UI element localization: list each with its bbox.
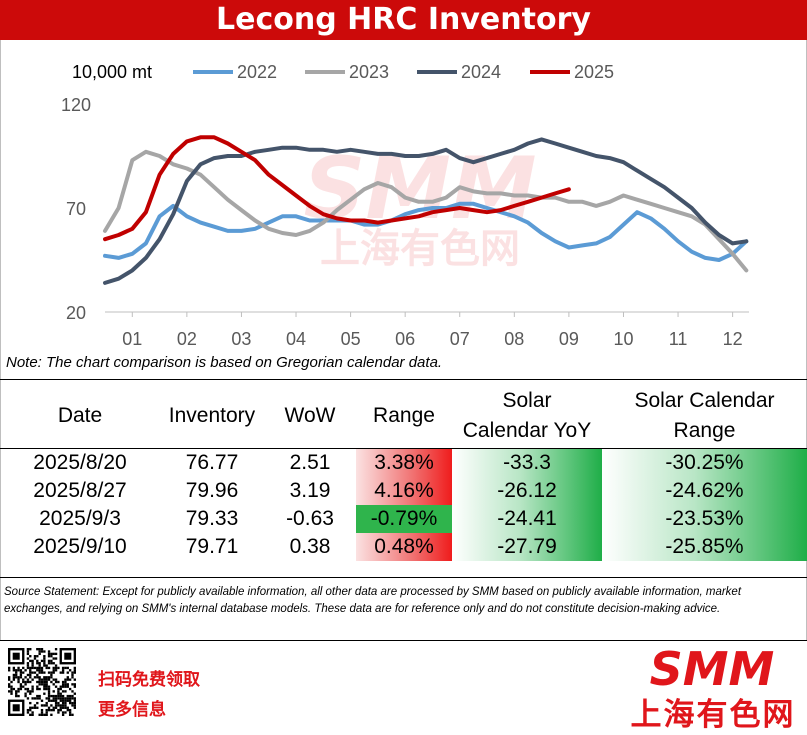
table-row: 2025/8/20 76.77 2.51 3.38% -33.3 -30.25% [0,448,807,477]
divider [0,640,807,641]
x-tick-label: 12 [723,329,743,349]
table-cell: 0.48% [356,533,452,561]
table-header: Inventory [168,403,256,427]
x-tick-label: 05 [341,329,361,349]
table-cell: -25.85% [602,533,807,561]
table-cell: -24.62% [602,477,807,505]
table-cell: -27.79 [452,533,602,561]
table-cell: 2025/8/27 [33,479,127,502]
inventory-table: Date Inventory WoW Range Solar Calendar YoY S… [0,383,807,561]
table-header: Range [373,403,435,427]
legend-label-2023: 2023 [349,62,389,82]
legend-label-2022: 2022 [237,62,277,82]
x-tick-label: 03 [231,329,251,349]
smm-logo: SMM [650,645,775,691]
table-header: Solar Calendar Range [634,388,775,442]
table-cell: 0.38 [289,535,331,558]
series-line-2022 [103,201,749,262]
x-tick-label: 09 [559,329,579,349]
table-cell: 3.19 [289,479,331,502]
cta-line-1: 扫码免费领取 [98,670,200,689]
table-cell: 2.51 [289,451,331,474]
x-tick-label: 04 [286,329,306,349]
table-row: 2025/8/27 79.96 3.19 4.16% -26.12 -24.62% [0,477,807,505]
cta-line-2: 更多信息 [98,700,166,719]
divider [0,577,807,578]
table-cell: -26.12 [452,477,602,505]
table-header: Date [57,403,103,427]
chart-axes: 10,000 mt 120 70 20 01 02 03 04 05 06 07 08 09 10 11 12 [61,62,749,349]
smm-logo-cn: 上海有色网 [630,697,796,732]
footer: 扫码免费领取 更多信息 SMM 上海有色网 [0,641,807,735]
watermark-cn: 上海有色网 [320,226,520,272]
table-header: WoW [284,403,336,427]
table-header: Solar Calendar YoY [462,388,592,442]
table-cell: 76.77 [185,451,239,474]
x-tick-label: 01 [122,329,142,349]
x-tick-label: 07 [450,329,470,349]
y-tick-label: 70 [66,199,86,219]
table-cell: 2025/8/20 [33,451,127,474]
table-cell: -0.79% [356,505,452,533]
table-cell: 4.16% [356,477,452,505]
y-tick-label: 120 [61,95,91,115]
table-row: 2025/9/3 79.33 -0.63 -0.79% -24.41 -23.53% [0,505,807,533]
chart-note: Note: The chart comparison is based on G… [6,354,443,371]
table-cell: 79.96 [185,479,239,502]
series-line-2023 [103,149,749,273]
table-cell: 2025/9/10 [33,535,127,558]
x-tick-label: 06 [395,329,415,349]
table-cell: 2025/9/3 [39,507,121,530]
x-tick-label: 10 [613,329,633,349]
legend-label-2024: 2024 [461,62,501,82]
table-cell: 79.33 [185,507,239,530]
table-cell: -24.41 [452,505,602,533]
chart-series [103,135,749,285]
qr-code-icon[interactable] [8,648,76,716]
series-line-2025 [103,135,571,242]
x-tick-label: 02 [177,329,197,349]
y-unit-label: 10,000 mt [72,62,152,82]
legend-label-2025: 2025 [574,62,614,82]
table-cell: 79.71 [185,535,239,558]
source-statement: Source Statement: Except for publicly av… [4,586,742,615]
y-tick-label: 20 [66,303,86,323]
chart-legend: 2022 2023 2024 2025 [193,62,614,82]
table-cell: -30.25% [602,448,807,477]
table-cell: 3.38% [356,448,452,477]
table-row: 2025/9/10 79.71 0.38 0.48% -27.79 -25.85% [0,533,807,561]
smm-logo-text: SMM [650,645,775,691]
series-line-2024 [103,137,749,285]
table-cell: -33.3 [452,448,602,477]
table-cell: -0.63 [286,507,334,530]
table-cell: -23.53% [602,505,807,533]
x-tick-label: 08 [504,329,524,349]
divider [0,379,807,380]
chart-title: Lecong HRC Inventory [0,0,807,40]
x-tick-label: 11 [669,329,688,349]
